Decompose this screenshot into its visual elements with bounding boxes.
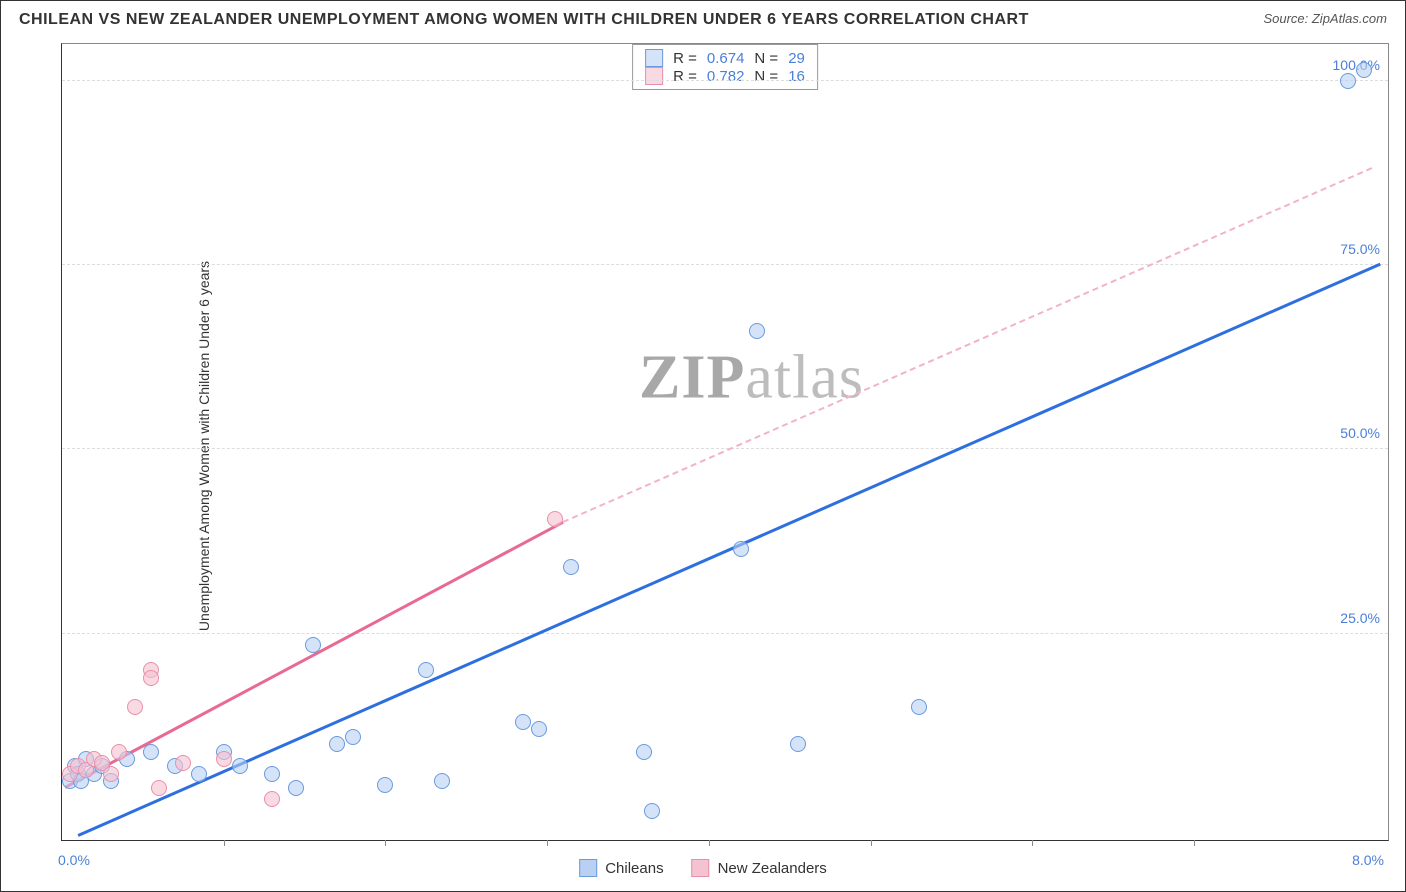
data-point — [329, 736, 345, 752]
legend-swatch — [645, 49, 663, 67]
watermark-atlas: atlas — [745, 344, 864, 412]
x-tick-label: 0.0% — [58, 852, 90, 868]
legend-swatch — [645, 67, 663, 85]
data-point — [1356, 62, 1372, 78]
y-tick-label: 75.0% — [1340, 241, 1380, 257]
data-point — [151, 780, 167, 796]
data-point — [1340, 73, 1356, 89]
stat-n-label: N = — [754, 50, 778, 67]
source-label: Source: — [1263, 11, 1311, 26]
data-point — [103, 766, 119, 782]
source-value: ZipAtlas.com — [1312, 11, 1387, 26]
plot-area: ZIPatlas R = 0.674 N = 29 R = 0.782 N = 16 25.0… — [61, 43, 1389, 841]
stats-box: R = 0.674 N = 29 R = 0.782 N = 16 — [632, 44, 818, 90]
stat-n-value: 29 — [788, 50, 805, 67]
data-point — [175, 755, 191, 771]
data-point — [733, 541, 749, 557]
x-tick — [1194, 840, 1195, 846]
x-tick — [1032, 840, 1033, 846]
legend-label: New Zealanders — [718, 860, 827, 877]
stat-n-label: N = — [754, 68, 778, 85]
data-point — [127, 699, 143, 715]
gridline-h — [62, 264, 1388, 265]
data-point — [216, 751, 232, 767]
bottom-legend: Chileans New Zealanders — [579, 859, 827, 877]
stat-r-label: R = — [673, 68, 697, 85]
data-point — [232, 758, 248, 774]
stat-r-value: 0.674 — [707, 50, 745, 67]
x-tick — [224, 840, 225, 846]
gridline-h — [62, 80, 1388, 81]
data-point — [418, 662, 434, 678]
data-point — [547, 511, 563, 527]
watermark-zip: ZIP — [639, 344, 745, 412]
data-point — [191, 766, 207, 782]
data-point — [636, 744, 652, 760]
trend-line-dashed — [563, 167, 1372, 523]
data-point — [288, 780, 304, 796]
data-point — [911, 699, 927, 715]
data-point — [345, 729, 361, 745]
data-point — [305, 637, 321, 653]
stat-n-value: 16 — [788, 68, 805, 85]
legend-swatch — [579, 859, 597, 877]
data-point — [143, 744, 159, 760]
x-tick — [547, 840, 548, 846]
data-point — [644, 803, 660, 819]
chart-title: CHILEAN VS NEW ZEALANDER UNEMPLOYMENT AM… — [19, 11, 1029, 29]
data-point — [264, 766, 280, 782]
data-point — [264, 791, 280, 807]
data-point — [143, 670, 159, 686]
header-bar: CHILEAN VS NEW ZEALANDER UNEMPLOYMENT AM… — [1, 1, 1405, 33]
data-point — [434, 773, 450, 789]
data-point — [563, 559, 579, 575]
stats-row: R = 0.782 N = 16 — [645, 67, 805, 85]
data-point — [790, 736, 806, 752]
x-tick — [709, 840, 710, 846]
legend-item: Chileans — [579, 859, 663, 877]
data-point — [531, 721, 547, 737]
source-attribution: Source: ZipAtlas.com — [1263, 11, 1387, 26]
legend-item: New Zealanders — [692, 859, 827, 877]
data-point — [377, 777, 393, 793]
data-point — [111, 744, 127, 760]
stat-r-label: R = — [673, 50, 697, 67]
x-tick — [385, 840, 386, 846]
gridline-h — [62, 633, 1388, 634]
chart-zone: ZIPatlas R = 0.674 N = 29 R = 0.782 N = 16 25.0… — [61, 43, 1389, 841]
chart-container: CHILEAN VS NEW ZEALANDER UNEMPLOYMENT AM… — [0, 0, 1406, 892]
stats-row: R = 0.674 N = 29 — [645, 49, 805, 67]
x-tick-label: 8.0% — [1352, 852, 1384, 868]
y-tick-label: 50.0% — [1340, 425, 1380, 441]
stat-r-value: 0.782 — [707, 68, 745, 85]
legend-swatch — [692, 859, 710, 877]
trend-line — [78, 263, 1381, 836]
x-tick — [871, 840, 872, 846]
data-point — [515, 714, 531, 730]
data-point — [749, 323, 765, 339]
y-tick-label: 25.0% — [1340, 610, 1380, 626]
legend-label: Chileans — [605, 860, 663, 877]
